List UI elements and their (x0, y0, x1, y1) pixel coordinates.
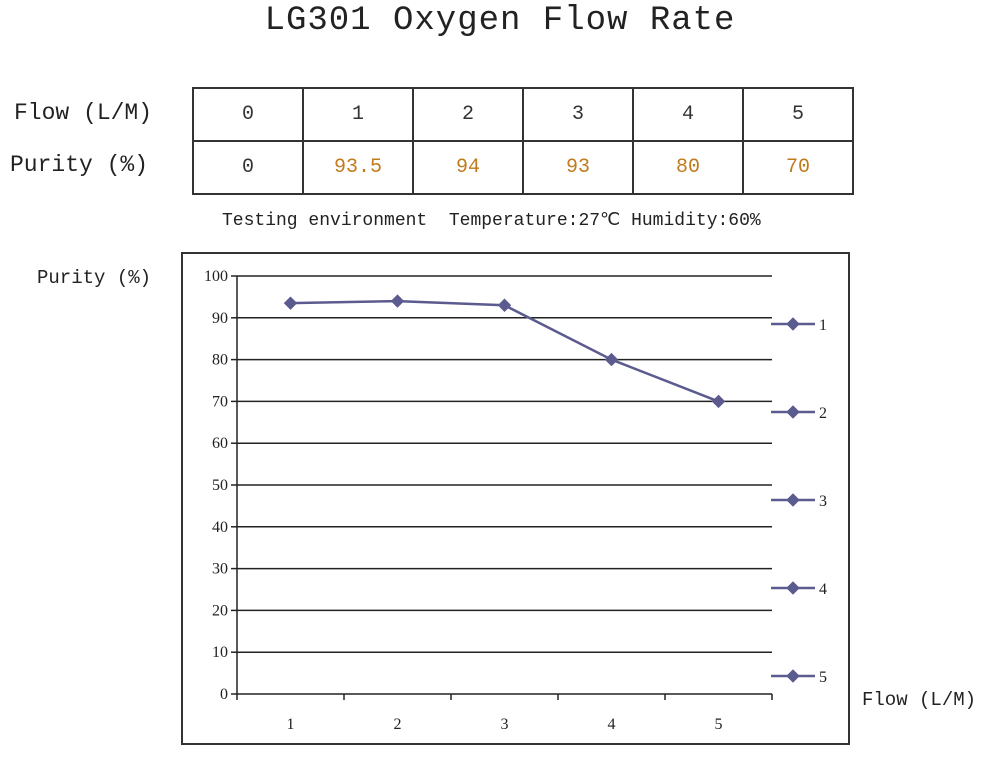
x-axis-title: Flow (L/M) (862, 689, 976, 711)
y-tick-label: 100 (204, 268, 228, 285)
y-tick-label: 90 (212, 310, 228, 327)
purity-cell: 70 (742, 140, 854, 195)
data-point-marker (283, 296, 298, 310)
purity-row: 0 93.5 94 93 80 70 (192, 140, 854, 195)
purity-cell: 80 (632, 140, 744, 195)
y-tick-label: 30 (212, 561, 228, 578)
flow-row-label: Flow (L/M) (14, 100, 153, 126)
y-tick-label: 40 (212, 519, 228, 536)
y-tick-label: 60 (212, 435, 228, 452)
y-axis-title: Purity (%) (37, 267, 151, 289)
chart-frame (181, 252, 850, 745)
y-tick-label: 0 (220, 686, 228, 703)
page-title: LG301 Oxygen Flow Rate (264, 2, 736, 40)
data-point-marker (390, 294, 405, 308)
y-tick-label: 80 (212, 352, 228, 369)
data-point-marker (497, 298, 512, 312)
flow-cell: 4 (632, 87, 744, 142)
legend-label: 1 (819, 317, 827, 334)
purity-cell: 93 (522, 140, 634, 195)
data-point-marker (711, 394, 726, 409)
purity-cell: 93.5 (302, 140, 414, 195)
x-tick-label: 2 (394, 716, 402, 733)
flow-purity-table: 0 1 2 3 4 5 0 93.5 94 93 80 70 (192, 87, 854, 195)
y-tick-label: 10 (212, 644, 228, 661)
flow-cell: 1 (302, 87, 414, 142)
legend-label: 2 (819, 405, 827, 422)
legend-marker (786, 493, 800, 507)
purity-cell: 0 (192, 140, 304, 195)
legend-label: 5 (819, 669, 827, 686)
legend-label: 3 (819, 493, 827, 510)
purity-cell: 94 (412, 140, 524, 195)
y-tick-label: 70 (212, 393, 228, 410)
x-tick-label: 3 (501, 716, 509, 733)
y-tick-label: 50 (212, 477, 228, 494)
data-point-marker (604, 352, 619, 367)
flow-cell: 5 (742, 87, 854, 142)
series-line (290, 299, 719, 403)
y-tick-label: 20 (212, 602, 228, 619)
legend-marker (786, 669, 800, 683)
legend-marker (786, 405, 800, 419)
flow-row: 0 1 2 3 4 5 (192, 87, 854, 142)
x-tick-label: 4 (608, 716, 616, 733)
legend-marker (786, 317, 800, 331)
x-tick-label: 1 (287, 716, 295, 733)
flow-cell: 3 (522, 87, 634, 142)
legend-marker (786, 581, 800, 595)
legend-label: 4 (819, 581, 827, 598)
testing-environment-note: Testing environment Temperature:27℃ Humi… (222, 211, 761, 231)
x-tick-label: 5 (715, 716, 723, 733)
purity-row-label: Purity (%) (10, 152, 149, 178)
flow-cell: 2 (412, 87, 524, 142)
flow-cell: 0 (192, 87, 304, 142)
